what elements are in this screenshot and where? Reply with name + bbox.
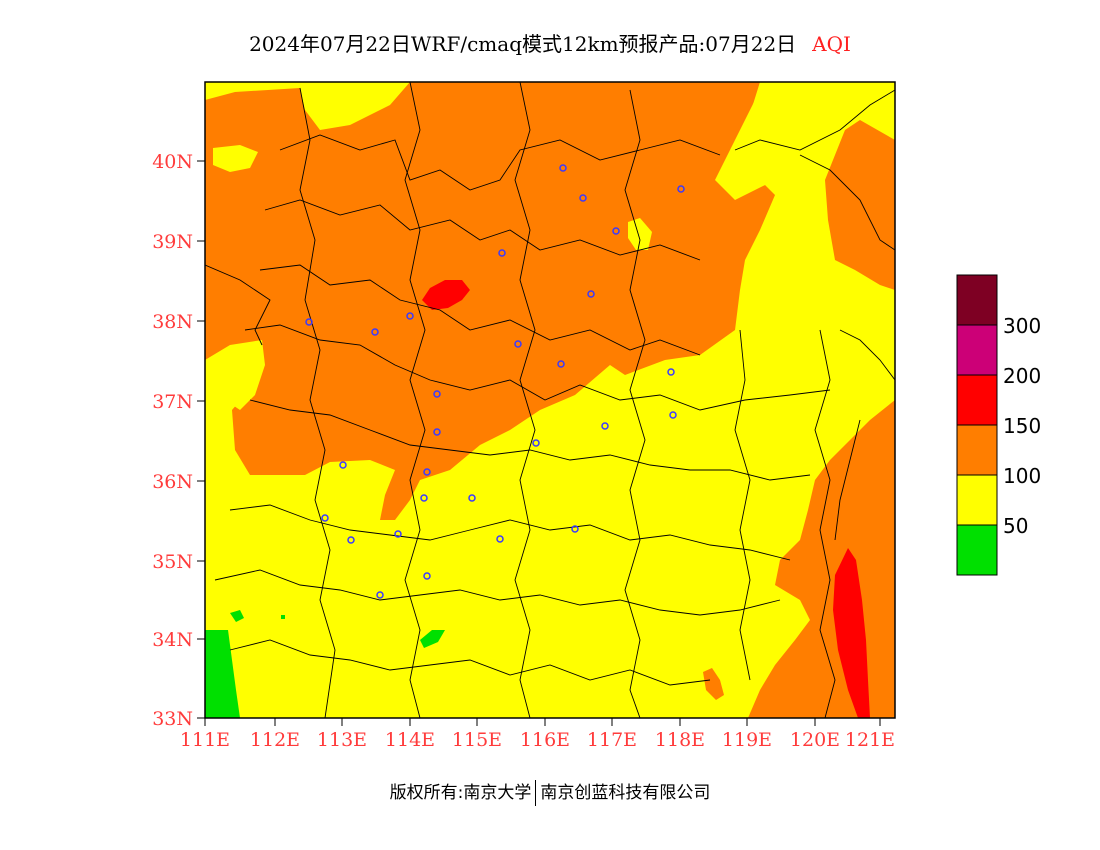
lat-label: 40N — [152, 151, 193, 173]
aqi-zone-unhealthy-sensitive-east — [825, 120, 895, 290]
lat-label: 33N — [152, 708, 193, 730]
aqi-pocket-northeast — [725, 82, 895, 195]
legend-swatch-moderate — [956, 474, 998, 526]
lat-label: 38N — [152, 311, 193, 333]
lon-label: 116E — [520, 729, 570, 751]
aqi-pocket-west — [205, 340, 265, 410]
lon-axis — [204, 718, 881, 726]
lat-label: 34N — [152, 629, 193, 651]
aqi-zone-good-spot-3 — [281, 615, 285, 619]
lat-label: 36N — [152, 471, 193, 493]
legend-tick-label: 100 — [1003, 464, 1041, 488]
lat-label: 37N — [152, 391, 193, 413]
aqi-zone-good-spot-2 — [420, 630, 445, 648]
map-title: 2024年07月22日WRF/cmaq模式12km预报产品:07月22日 AQI — [0, 28, 1100, 57]
map-frame — [204, 81, 896, 719]
copyright-footer: 版权所有:南京大学 南京创蓝科技有限公司 — [0, 778, 1100, 806]
legend-tick-label: 300 — [1003, 314, 1041, 338]
legend-tick-label: 50 — [1003, 514, 1028, 538]
aqi-zone-unhealthy-central — [422, 280, 470, 310]
legend-swatch-good — [956, 524, 998, 576]
aqi-zone-unhealthy-sensitive-north — [205, 82, 775, 520]
title-variable: AQI — [812, 32, 851, 56]
lon-label: 112E — [250, 729, 300, 751]
lon-label: 119E — [722, 729, 772, 751]
lon-label: 120E — [790, 729, 840, 751]
aqi-zone-unhealthy-coast — [833, 548, 870, 718]
aqi-zone-good-southwest — [205, 630, 240, 718]
legend-swatch-very-unhealthy — [956, 324, 998, 376]
aqi-pocket-southeast — [703, 668, 724, 700]
legend-tick-label: 200 — [1003, 364, 1041, 388]
legend-swatch-unhealthy-sensitive — [956, 424, 998, 476]
lon-label: 111E — [180, 729, 230, 751]
lat-label: 35N — [152, 551, 193, 573]
lon-label: 114E — [385, 729, 435, 751]
city-markers — [305, 164, 685, 599]
aqi-pocket-north-2 — [628, 218, 652, 250]
copyright-company: 南京创蓝科技有限公司 — [540, 783, 711, 803]
aqi-zone-good-spot-1 — [230, 610, 244, 622]
lat-label: 39N — [152, 231, 193, 253]
legend-tick-label: 150 — [1003, 414, 1041, 438]
lon-label: 115E — [452, 729, 502, 751]
map-plot-area — [205, 82, 895, 718]
color-legend: 50 100 150 200 300 — [956, 274, 1041, 576]
legend-swatch-unhealthy — [956, 374, 998, 426]
aqi-pocket-north-1 — [213, 145, 258, 172]
footer-divider — [535, 780, 537, 806]
lon-label: 113E — [317, 729, 367, 751]
admin-boundaries — [205, 82, 895, 718]
title-text: 2024年07月22日WRF/cmaq模式12km预报产品:07月22日 — [249, 32, 797, 56]
legend-swatch-hazardous — [956, 274, 998, 326]
lon-label: 117E — [587, 729, 637, 751]
lat-axis — [197, 160, 205, 719]
lon-label: 118E — [655, 729, 705, 751]
copyright-owner: 版权所有:南京大学 — [389, 783, 532, 803]
lon-label: 121E — [845, 729, 895, 751]
